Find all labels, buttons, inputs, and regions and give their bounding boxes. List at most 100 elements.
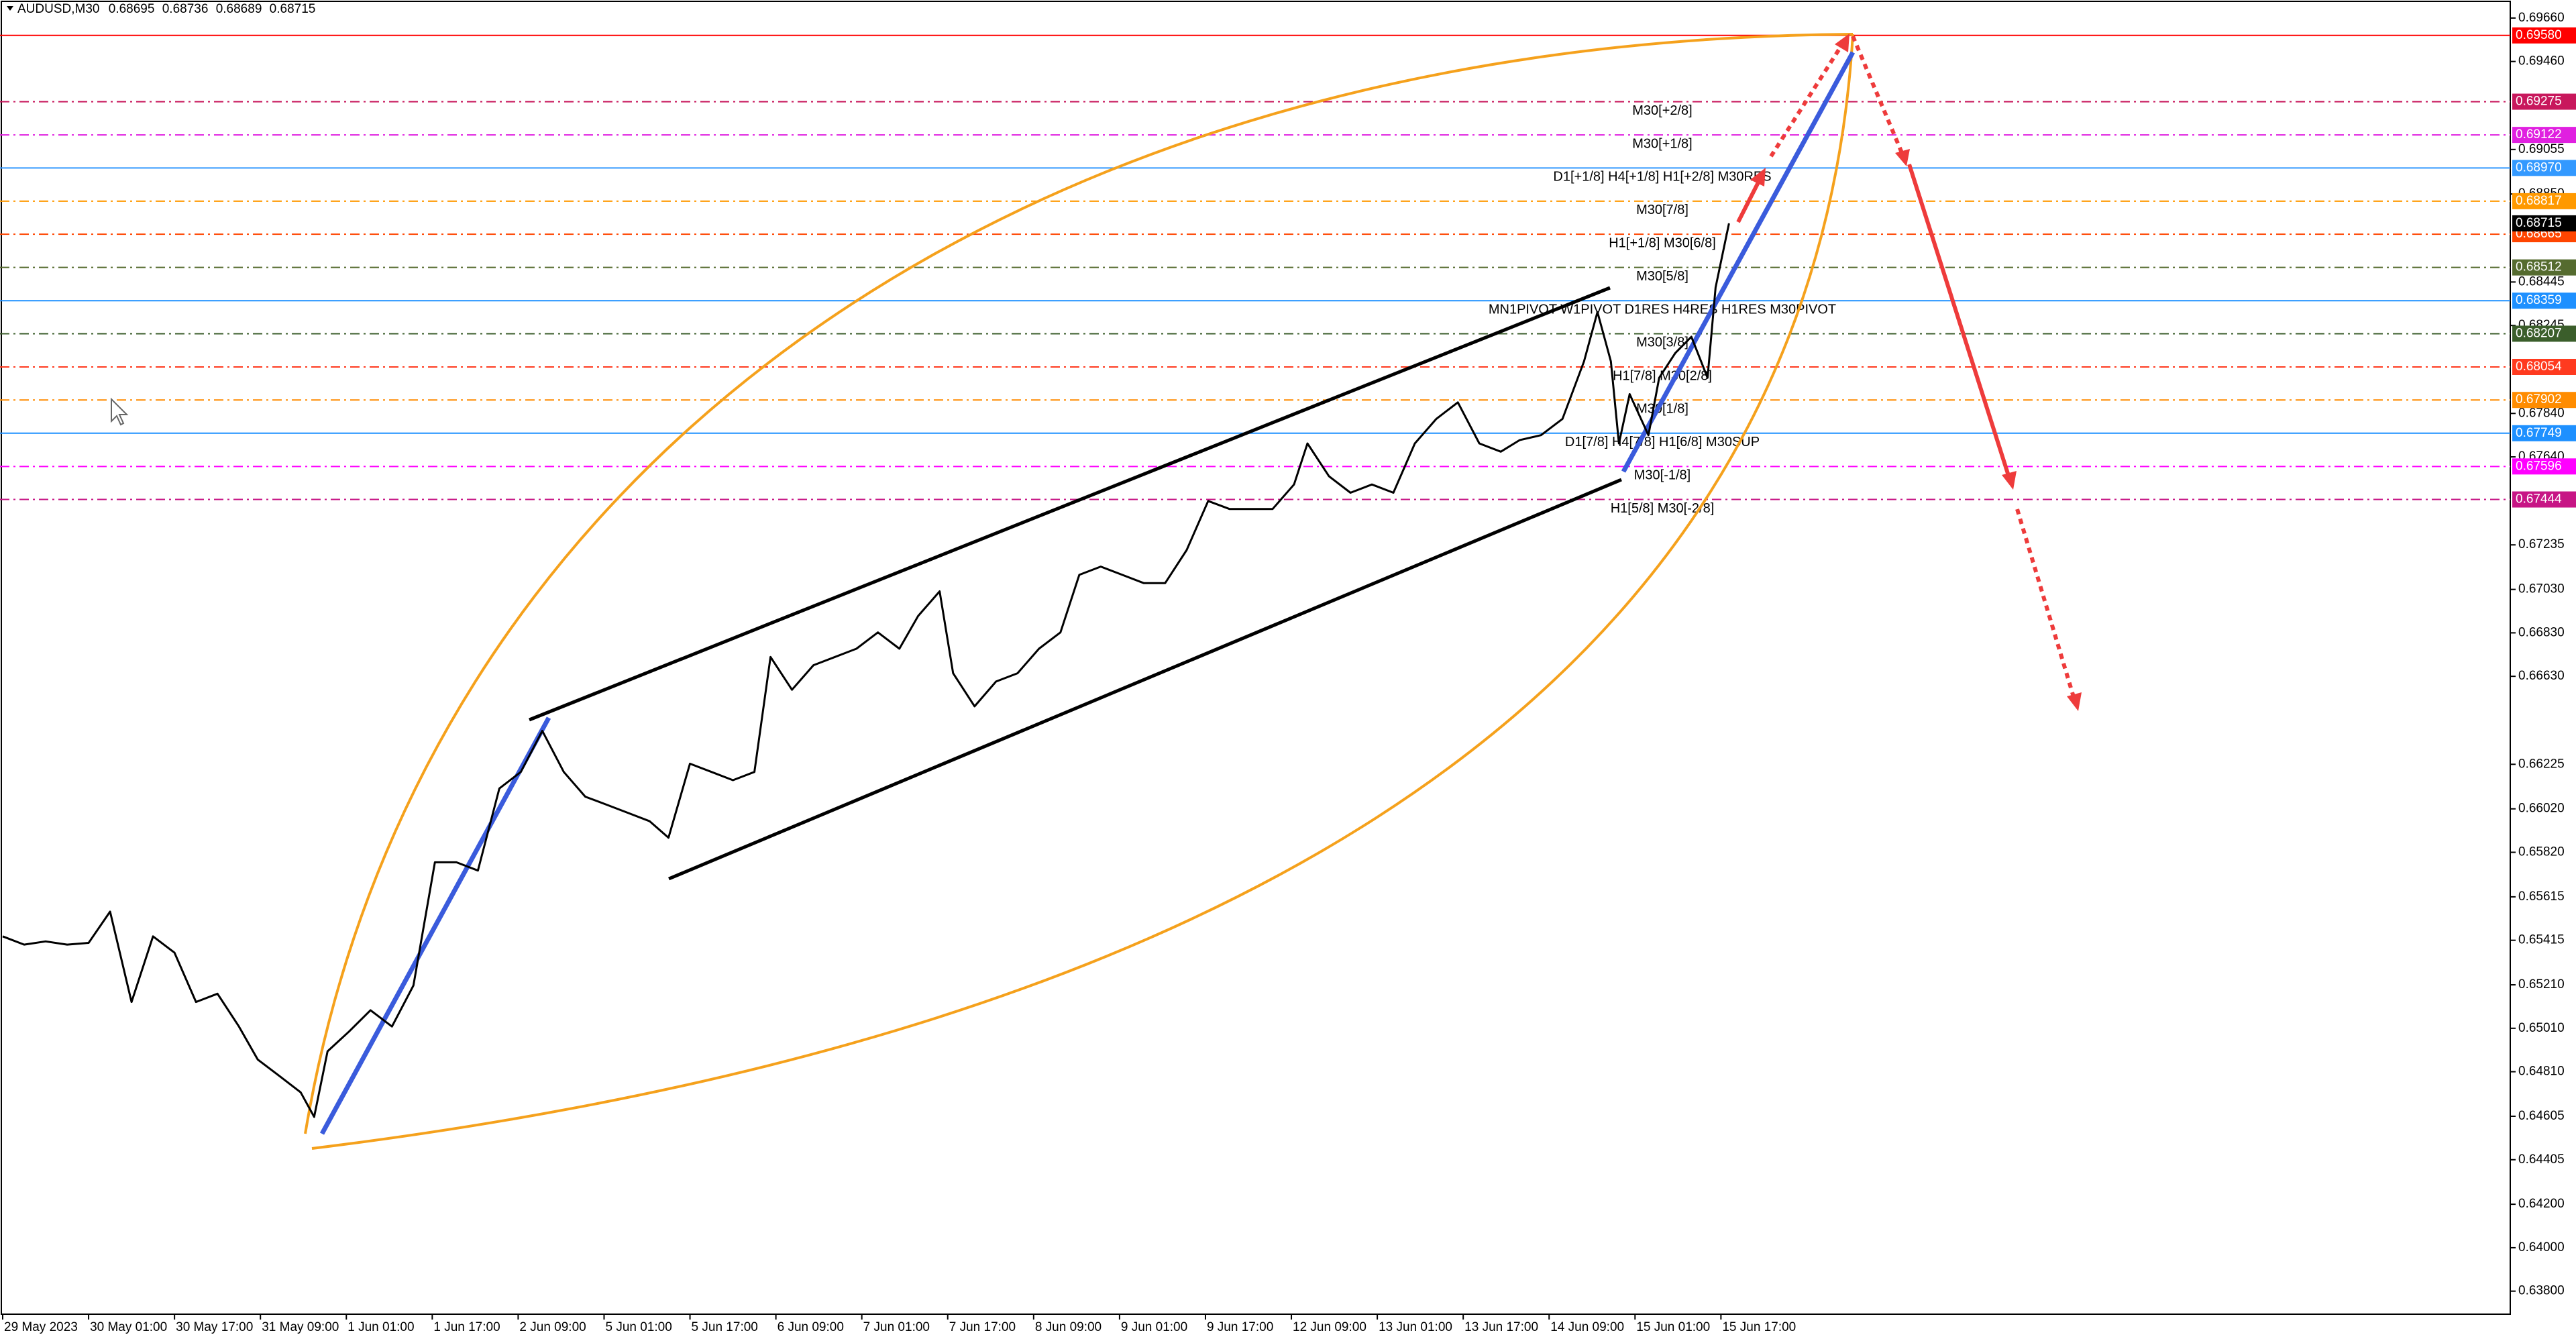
- y-tick-label: 0.65615: [2518, 890, 2565, 904]
- y-tick-label: 0.64405: [2518, 1153, 2565, 1167]
- level-text: H1[7/8] M30[2/8]: [1613, 368, 1712, 383]
- chart-header: AUDUSD,M30 0.68695 0.68736 0.68689 0.687…: [17, 2, 315, 16]
- level-price: 0.67749: [2516, 426, 2562, 440]
- trend-line: [1621, 51, 1856, 473]
- y-tick-label: 0.65010: [2518, 1021, 2565, 1035]
- quote-low: 0.68689: [216, 2, 262, 16]
- x-tick-label: 7 Jun 17:00: [949, 1320, 1016, 1334]
- level-text: D1[7/8] H4[7/8] H1[6/8] M30SUP: [1565, 435, 1760, 449]
- level-text: M30[-1/8]: [1634, 468, 1690, 483]
- x-tick-label: 30 May 17:00: [176, 1320, 253, 1334]
- arrow-head: [2002, 471, 2017, 490]
- level-text: M30[+2/8]: [1632, 103, 1693, 118]
- level-text: H1[5/8] M30[-2/8]: [1611, 501, 1715, 516]
- level-text: M30[1/8]: [1636, 401, 1688, 416]
- level-price: 0.68512: [2516, 260, 2562, 274]
- trend-line: [319, 716, 551, 1135]
- arrow-line: [1851, 35, 1904, 156]
- channel-upper: [529, 286, 1611, 722]
- drawings: [111, 33, 2082, 1150]
- x-tick-label: 15 Jun 01:00: [1636, 1320, 1710, 1334]
- plot-frame: [1, 1, 2511, 1315]
- price-line: [2, 223, 1730, 1118]
- y-tick-label: 0.68445: [2518, 274, 2565, 288]
- level-box: [2512, 259, 2576, 276]
- level-price: 0.67444: [2516, 492, 2562, 506]
- y-tick-label: 0.67235: [2518, 537, 2565, 551]
- level-text: H1[+1/8] M30[6/8]: [1609, 235, 1716, 250]
- level-price: 0.68359: [2516, 293, 2562, 307]
- axes: 0.696600.694600.690550.688500.684450.682…: [2, 11, 2576, 1334]
- level-box: [2512, 392, 2576, 409]
- arrow-line: [1907, 164, 2011, 478]
- level-text: M30[+1/8]: [1632, 136, 1693, 151]
- level-text: M30[3/8]: [1636, 335, 1688, 350]
- y-tick-label: 0.66630: [2518, 669, 2565, 683]
- price-box: [2512, 215, 2576, 231]
- level-text: M30[5/8]: [1636, 269, 1688, 284]
- level-box: [2512, 27, 2576, 44]
- level-box: [2512, 325, 2576, 342]
- level-text: M30[7/8]: [1636, 203, 1688, 217]
- level-price: 0.69580: [2516, 28, 2562, 42]
- x-tick-label: 1 Jun 17:00: [433, 1320, 500, 1334]
- level-box: [2512, 160, 2576, 176]
- y-tick-label: 0.69055: [2518, 142, 2565, 156]
- x-tick-label: 30 May 01:00: [90, 1320, 167, 1334]
- x-tick-label: 5 Jun 17:00: [692, 1320, 758, 1334]
- x-tick-label: 29 May 2023: [4, 1320, 78, 1334]
- level-price: 0.69275: [2516, 95, 2562, 109]
- quote-open: 0.68695: [109, 2, 155, 16]
- y-tick-label: 0.64200: [2518, 1197, 2565, 1211]
- x-tick-label: 14 Jun 09:00: [1550, 1320, 1624, 1334]
- arrow-line: [1736, 180, 1761, 223]
- x-tick-label: 13 Jun 01:00: [1379, 1320, 1452, 1334]
- y-tick-label: 0.66225: [2518, 757, 2565, 771]
- level-box: [2512, 127, 2576, 144]
- level-text: MN1PIVOT W1PIVOT D1RES H4RES H1RES M30PI…: [1489, 302, 1836, 317]
- arrow-head: [1895, 149, 1910, 166]
- level-price: 0.68970: [2516, 160, 2562, 174]
- level-price: 0.68817: [2516, 194, 2562, 208]
- y-tick-label: 0.66830: [2518, 625, 2565, 639]
- level-box: [2512, 458, 2576, 475]
- x-tick-label: 31 May 09:00: [262, 1320, 339, 1334]
- level-price: 0.67596: [2516, 459, 2562, 473]
- level-box: [2512, 425, 2576, 441]
- y-tick-label: 0.69460: [2518, 54, 2565, 68]
- mouse-cursor: [111, 397, 129, 426]
- y-tick-label: 0.64810: [2518, 1065, 2565, 1079]
- level-box: [2512, 193, 2576, 209]
- arrow-head: [2067, 692, 2082, 711]
- y-tick-label: 0.67030: [2518, 582, 2565, 596]
- y-tick-label: 0.67840: [2518, 406, 2565, 420]
- x-tick-label: 7 Jun 01:00: [863, 1320, 930, 1334]
- x-tick-label: 12 Jun 09:00: [1293, 1320, 1366, 1334]
- arc-upper: [304, 33, 1854, 1134]
- level-box: [2512, 292, 2576, 309]
- symbol: AUDUSD,M30: [17, 2, 99, 16]
- y-tick-label: 0.65210: [2518, 977, 2565, 992]
- arrow-head: [1835, 34, 1849, 52]
- x-tick-label: 6 Jun 09:00: [777, 1320, 844, 1334]
- x-tick-label: 8 Jun 09:00: [1035, 1320, 1102, 1334]
- price-series: [2, 223, 1730, 1118]
- level-box: [2512, 93, 2576, 110]
- price-box-label: 0.68715: [2516, 216, 2562, 230]
- x-tick-label: 9 Jun 17:00: [1207, 1320, 1273, 1334]
- menu-triangle[interactable]: [7, 6, 13, 11]
- y-tick-label: 0.65820: [2518, 845, 2565, 859]
- arc-lower: [311, 34, 1854, 1150]
- y-tick-label: 0.64000: [2518, 1240, 2565, 1254]
- channel-lower: [668, 478, 1622, 881]
- level-price: 0.68207: [2516, 326, 2562, 340]
- x-tick-label: 13 Jun 17:00: [1464, 1320, 1538, 1334]
- level-box: [2512, 358, 2576, 375]
- x-tick-label: 1 Jun 01:00: [347, 1320, 414, 1334]
- arrow-line: [2015, 508, 2076, 700]
- y-tick-label: 0.64605: [2518, 1109, 2565, 1123]
- y-tick-label: 0.66020: [2518, 802, 2565, 816]
- level-price: 0.69122: [2516, 127, 2562, 142]
